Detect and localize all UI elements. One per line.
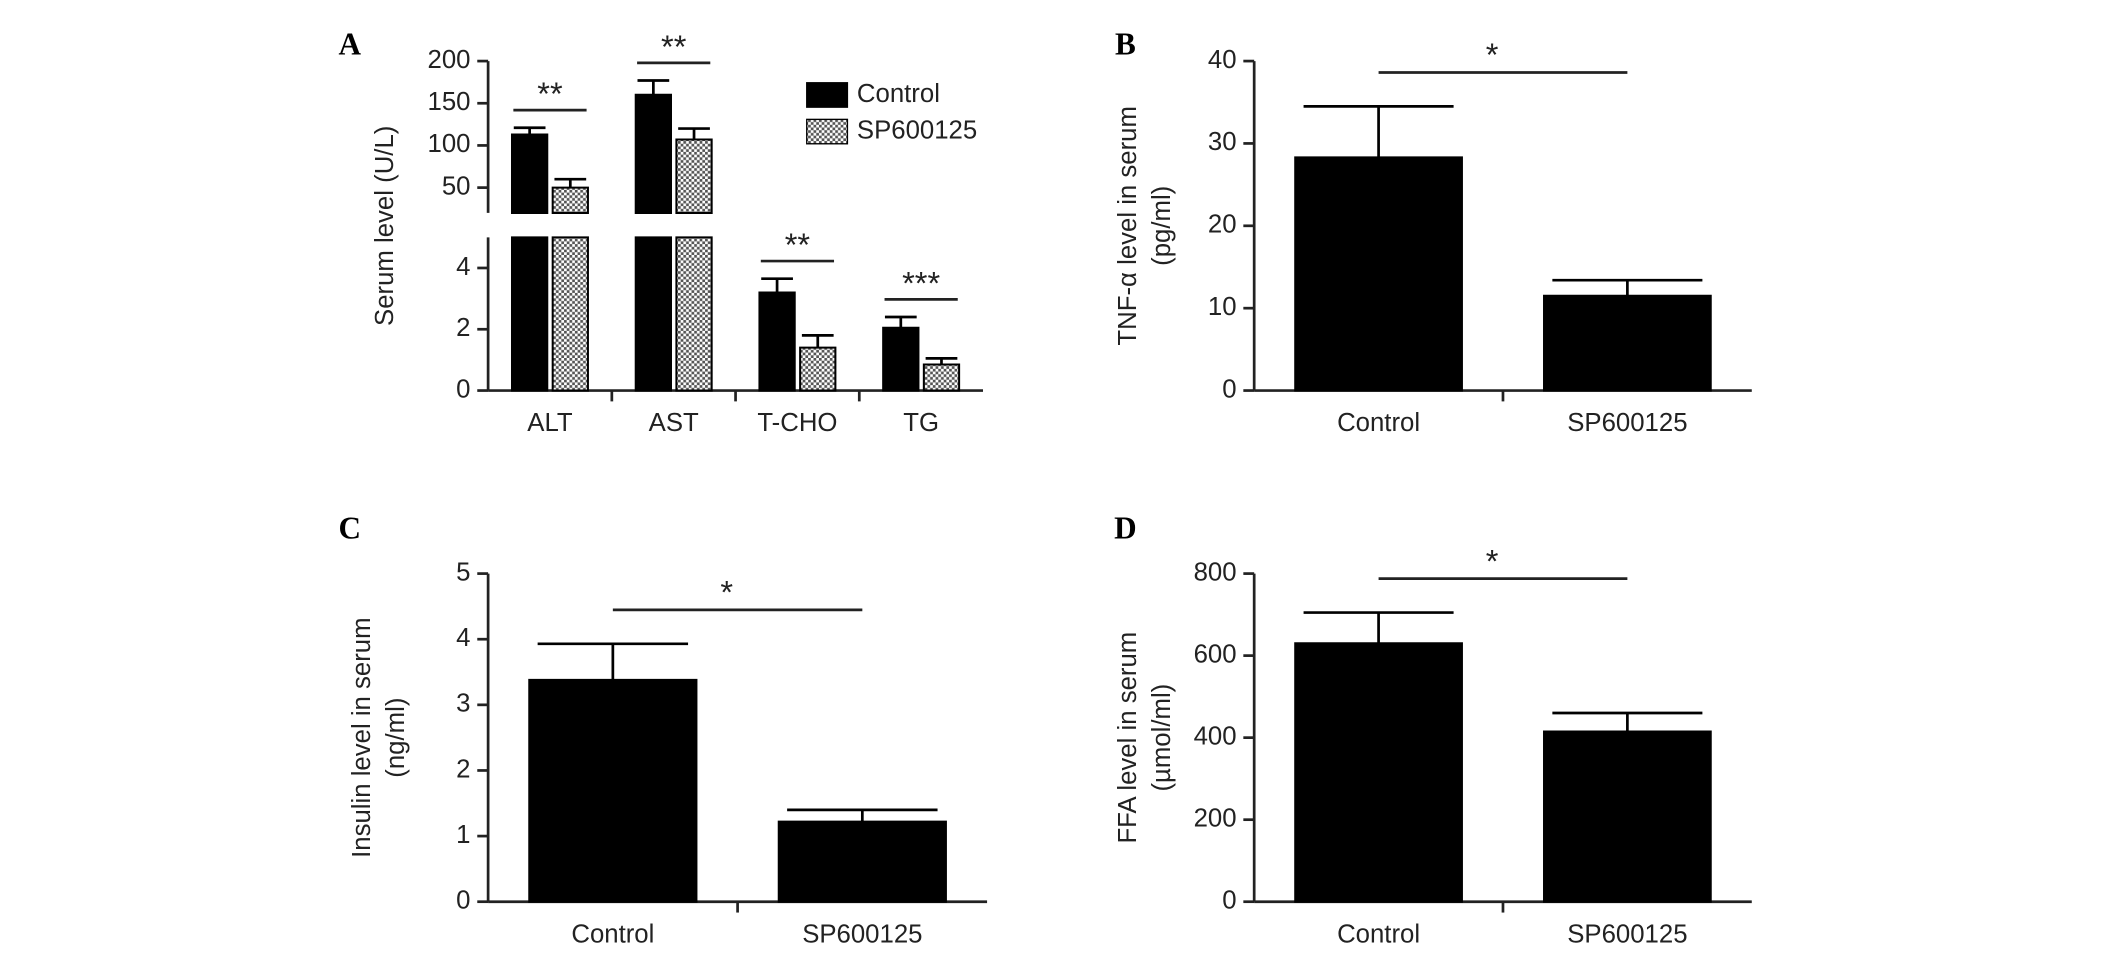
error-bar [884, 315, 917, 328]
y-tick-label: 30 [1208, 128, 1237, 156]
y-axis-label: (ng/ml) [382, 698, 410, 778]
bar [1543, 730, 1712, 903]
x-tick-label: Control [1337, 409, 1420, 437]
y-tick-label: 4 [456, 624, 470, 652]
significance-label: ** [661, 29, 687, 65]
x-tick-label: SP600125 [1567, 409, 1687, 437]
legend-swatch [806, 82, 849, 108]
bar [551, 186, 589, 392]
significance-label: * [1486, 37, 1499, 73]
y-tick-label: 0 [456, 375, 470, 403]
y-tick-label: 800 [1194, 558, 1237, 586]
y-tick-label: 600 [1194, 640, 1237, 668]
panel-label: B [1115, 27, 1136, 62]
bar [1294, 642, 1463, 903]
panel-label: A [339, 27, 362, 62]
bar [799, 346, 837, 392]
x-tick-label: ALT [527, 409, 573, 437]
y-tick-label: 20 [1208, 211, 1237, 239]
y-axis-label: (pg/ml) [1148, 186, 1176, 266]
panel-label: C [339, 511, 362, 546]
legend-label: SP600125 [857, 116, 977, 144]
x-tick-label: SP600125 [802, 920, 922, 948]
error-bar [1552, 278, 1703, 296]
y-tick-label: 0 [1222, 375, 1236, 403]
y-tick-label: 1 [456, 821, 470, 849]
y-tick-label: 3 [456, 690, 470, 718]
bar [1294, 156, 1463, 392]
y-tick-label: 400 [1194, 722, 1237, 750]
error-bar [554, 177, 587, 188]
y-tick-label: 2 [456, 755, 470, 783]
panel-label: D [1114, 511, 1137, 546]
error-bar [787, 808, 938, 822]
y-tick-label: 0 [1222, 887, 1236, 915]
x-tick-label: TG [903, 409, 939, 437]
significance-label: * [1486, 543, 1499, 579]
significance-label: * [720, 575, 733, 611]
error-bar [637, 79, 670, 95]
y-axis-label: Insulin level in serum [348, 617, 376, 857]
y-tick-label: 100 [428, 130, 471, 158]
error-bar [678, 127, 710, 140]
y-axis-label: (µmol/ml) [1148, 684, 1176, 792]
bar [675, 138, 713, 392]
significance-label: ** [537, 76, 563, 112]
x-tick-label: Control [1337, 920, 1420, 948]
bar [922, 363, 961, 392]
y-axis-label: Serum level (U/L) [371, 126, 399, 326]
x-tick-label: Control [571, 920, 654, 948]
bar [634, 93, 673, 392]
x-tick-label: AST [649, 409, 699, 437]
y-tick-label: 10 [1208, 293, 1237, 321]
y-axis-label: FFA level in serum [1114, 632, 1142, 844]
error-bar [1303, 105, 1454, 158]
legend-swatch [806, 118, 849, 145]
y-tick-label: 200 [428, 46, 471, 74]
y-tick-label: 5 [456, 558, 470, 586]
error-bar [1303, 611, 1454, 644]
x-tick-label: T-CHO [757, 409, 837, 437]
y-tick-label: 0 [456, 887, 470, 915]
error-bar [1552, 711, 1703, 732]
y-tick-label: 4 [456, 253, 470, 281]
y-tick-label: 40 [1208, 46, 1237, 74]
y-tick-label: 200 [1194, 804, 1237, 832]
error-bar [537, 642, 689, 680]
legend-label: Control [857, 80, 940, 108]
y-tick-label: 50 [442, 172, 471, 200]
bar [882, 326, 920, 392]
bar [510, 133, 549, 392]
significance-label: *** [902, 265, 940, 301]
y-axis-label: TNF-α level in serum [1114, 106, 1142, 346]
bar [1543, 294, 1712, 392]
x-tick-label: SP600125 [1567, 920, 1687, 948]
error-bar [513, 126, 546, 135]
y-tick-label: 150 [428, 88, 471, 116]
error-bar [801, 334, 834, 348]
error-bar [925, 357, 958, 365]
bar [758, 291, 796, 392]
significance-label: ** [785, 227, 811, 263]
bar [528, 678, 698, 903]
error-bar [761, 277, 793, 293]
bar [777, 820, 947, 903]
y-tick-label: 2 [456, 314, 470, 342]
